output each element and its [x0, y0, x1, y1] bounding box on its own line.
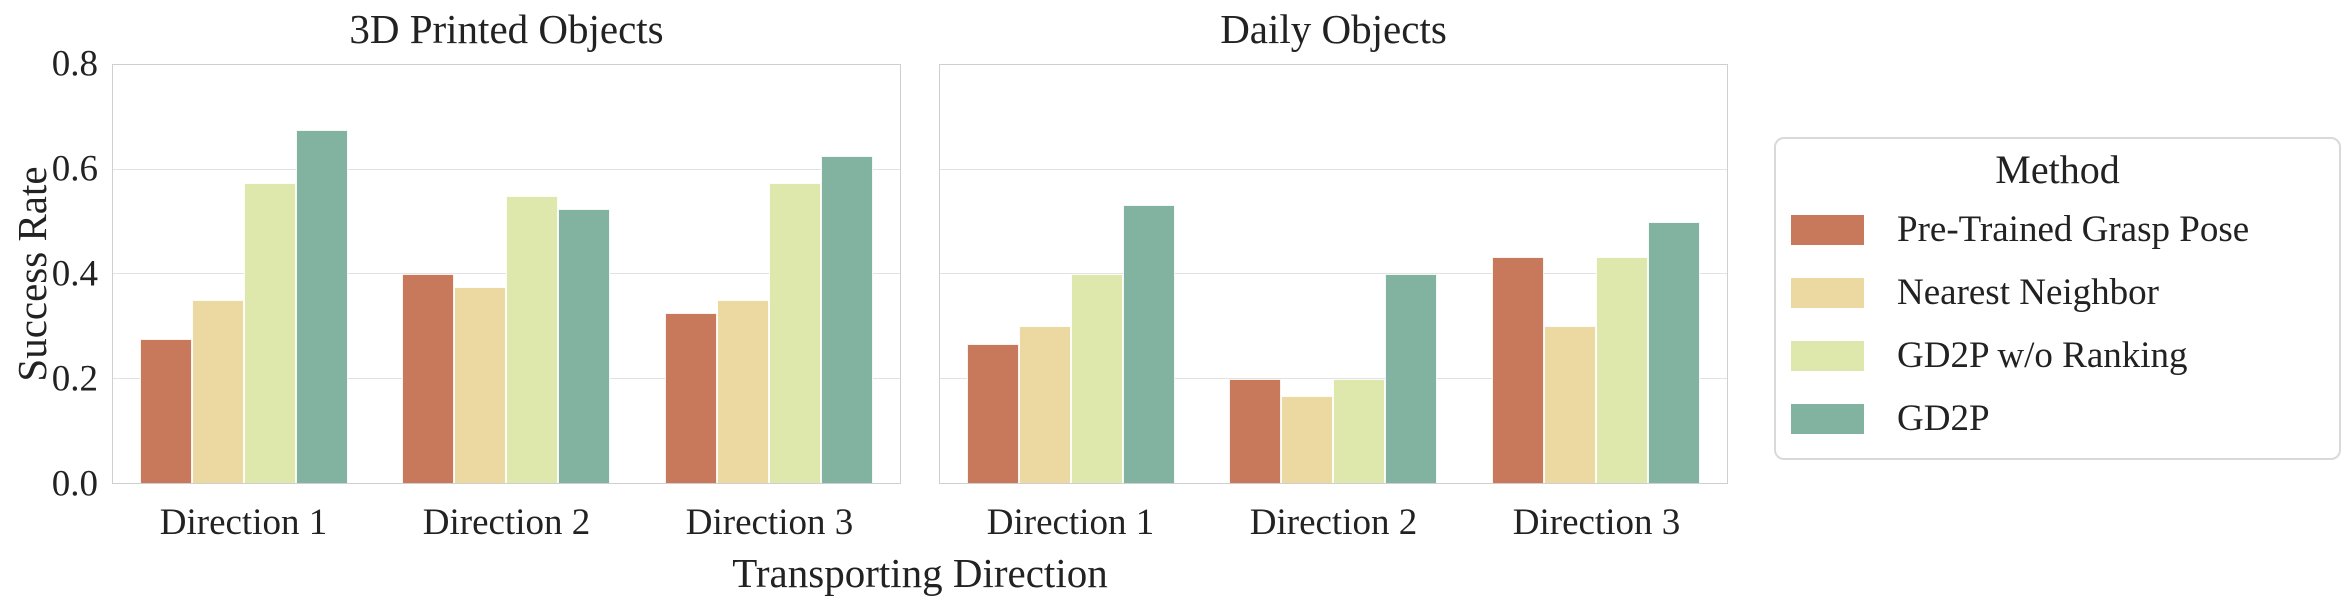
legend-title: Method [1995, 147, 2120, 192]
bar-pre-trained-grasp-pose-direction-2 [402, 274, 455, 483]
legend-entry-gd2p: GD2P [1776, 387, 2339, 450]
bar-group-direction-1 [940, 65, 1202, 483]
x-tick-label-direction-1: Direction 1 [159, 502, 328, 543]
y-tick-label-0.4: 0.4 [51, 253, 98, 295]
bar-group-direction-3 [1465, 65, 1727, 483]
gridline-0.6 [940, 168, 1727, 170]
bar-gd2p-direction-1 [296, 130, 349, 483]
bar-nearest-neighbor-direction-2 [1281, 395, 1334, 483]
x-tick-label-direction-3: Direction 3 [1512, 502, 1681, 543]
bar-gd2p-w-o-ranking-direction-3 [1595, 256, 1648, 483]
y-tick-label-0.8: 0.8 [51, 43, 98, 85]
bar-gd2p-w-o-ranking-direction-1 [244, 182, 297, 483]
x-tick-labels: Direction 1 Direction 2 Direction 3 [939, 501, 1728, 544]
legend-label: Nearest Neighbor [1897, 272, 2159, 313]
bar-groups [113, 65, 900, 483]
x-tick-label-direction-3: Direction 3 [685, 502, 854, 543]
subplot-title: 3D Printed Objects [349, 6, 664, 52]
y-axis-label: Success Rate [9, 166, 55, 382]
bar-gd2p-direction-3 [1647, 221, 1700, 483]
legend-swatch-nearest-neighbor [1791, 277, 1864, 308]
axes-area [112, 64, 901, 484]
gridline-0.4 [940, 273, 1727, 274]
bar-pre-trained-grasp-pose-direction-1 [967, 343, 1020, 483]
gridline-0.6 [113, 168, 900, 170]
bar-groups [940, 65, 1727, 483]
x-tick-labels: Direction 1 Direction 2 Direction 3 [112, 501, 901, 544]
x-axis-label: Transporting Direction [732, 550, 1108, 596]
x-tick-label-direction-2: Direction 2 [422, 502, 591, 543]
legend-label: Pre-Trained Grasp Pose [1897, 209, 2250, 250]
legend-swatch-gd2p-w-o-ranking [1791, 340, 1864, 371]
bar-gd2p-direction-2 [1385, 274, 1438, 483]
bar-gd2p-w-o-ranking-direction-1 [1071, 274, 1124, 483]
y-tick-label-0.2: 0.2 [51, 358, 98, 400]
bar-pre-trained-grasp-pose-direction-3 [664, 313, 717, 483]
bar-group-direction-3 [638, 65, 900, 483]
bar-gd2p-w-o-ranking-direction-2 [506, 195, 559, 483]
legend-entry-nearest-neighbor: Nearest Neighbor [1776, 261, 2339, 324]
x-tick-label-direction-1: Direction 1 [986, 502, 1155, 543]
bar-nearest-neighbor-direction-1 [1019, 326, 1072, 483]
bar-pre-trained-grasp-pose-direction-2 [1229, 378, 1282, 483]
bar-pre-trained-grasp-pose-direction-1 [140, 339, 193, 483]
legend: Method Pre-Trained Grasp Pose Nearest Nei… [1774, 137, 2341, 460]
subplot-daily-objects: Daily Objects Direction 1 Direction 2 Dire… [939, 6, 1728, 543]
legend-entry-pre-trained-grasp-pose: Pre-Trained Grasp Pose [1776, 198, 2339, 261]
bar-nearest-neighbor-direction-1 [192, 300, 245, 483]
bar-group-direction-2 [375, 65, 637, 483]
gridline-0.2 [940, 377, 1727, 379]
legend-entries: Pre-Trained Grasp Pose Nearest Neighbor GD… [1776, 198, 2339, 450]
bar-gd2p-w-o-ranking-direction-2 [1333, 378, 1386, 483]
subplot-3d-printed-objects: 3D Printed Objects Direction 1 Direction … [52, 6, 901, 543]
bar-nearest-neighbor-direction-3 [1543, 326, 1596, 483]
bar-gd2p-direction-3 [820, 156, 873, 483]
bar-gd2p-direction-2 [558, 208, 611, 483]
y-tick-label-0.6: 0.6 [51, 148, 98, 190]
x-tick-label-direction-2: Direction 2 [1249, 502, 1418, 543]
axes-area [939, 64, 1728, 484]
subplot-title: Daily Objects [1220, 6, 1447, 52]
legend-label: GD2P w/o Ranking [1897, 335, 2188, 376]
legend-swatch-gd2p [1791, 403, 1864, 434]
bar-pre-trained-grasp-pose-direction-3 [1491, 256, 1544, 483]
legend-swatch-pre-trained-grasp-pose [1791, 214, 1864, 245]
legend-label: GD2P [1897, 398, 1990, 439]
bar-nearest-neighbor-direction-2 [454, 287, 507, 483]
bar-gd2p-w-o-ranking-direction-3 [768, 182, 821, 483]
bar-nearest-neighbor-direction-3 [716, 300, 769, 483]
bar-group-direction-1 [113, 65, 375, 483]
legend-entry-gd2p-w-o-ranking: GD2P w/o Ranking [1776, 324, 2339, 387]
y-tick-label-0.0: 0.0 [51, 463, 98, 505]
bar-gd2p-direction-1 [1123, 204, 1176, 483]
bar-group-direction-2 [1202, 65, 1464, 483]
